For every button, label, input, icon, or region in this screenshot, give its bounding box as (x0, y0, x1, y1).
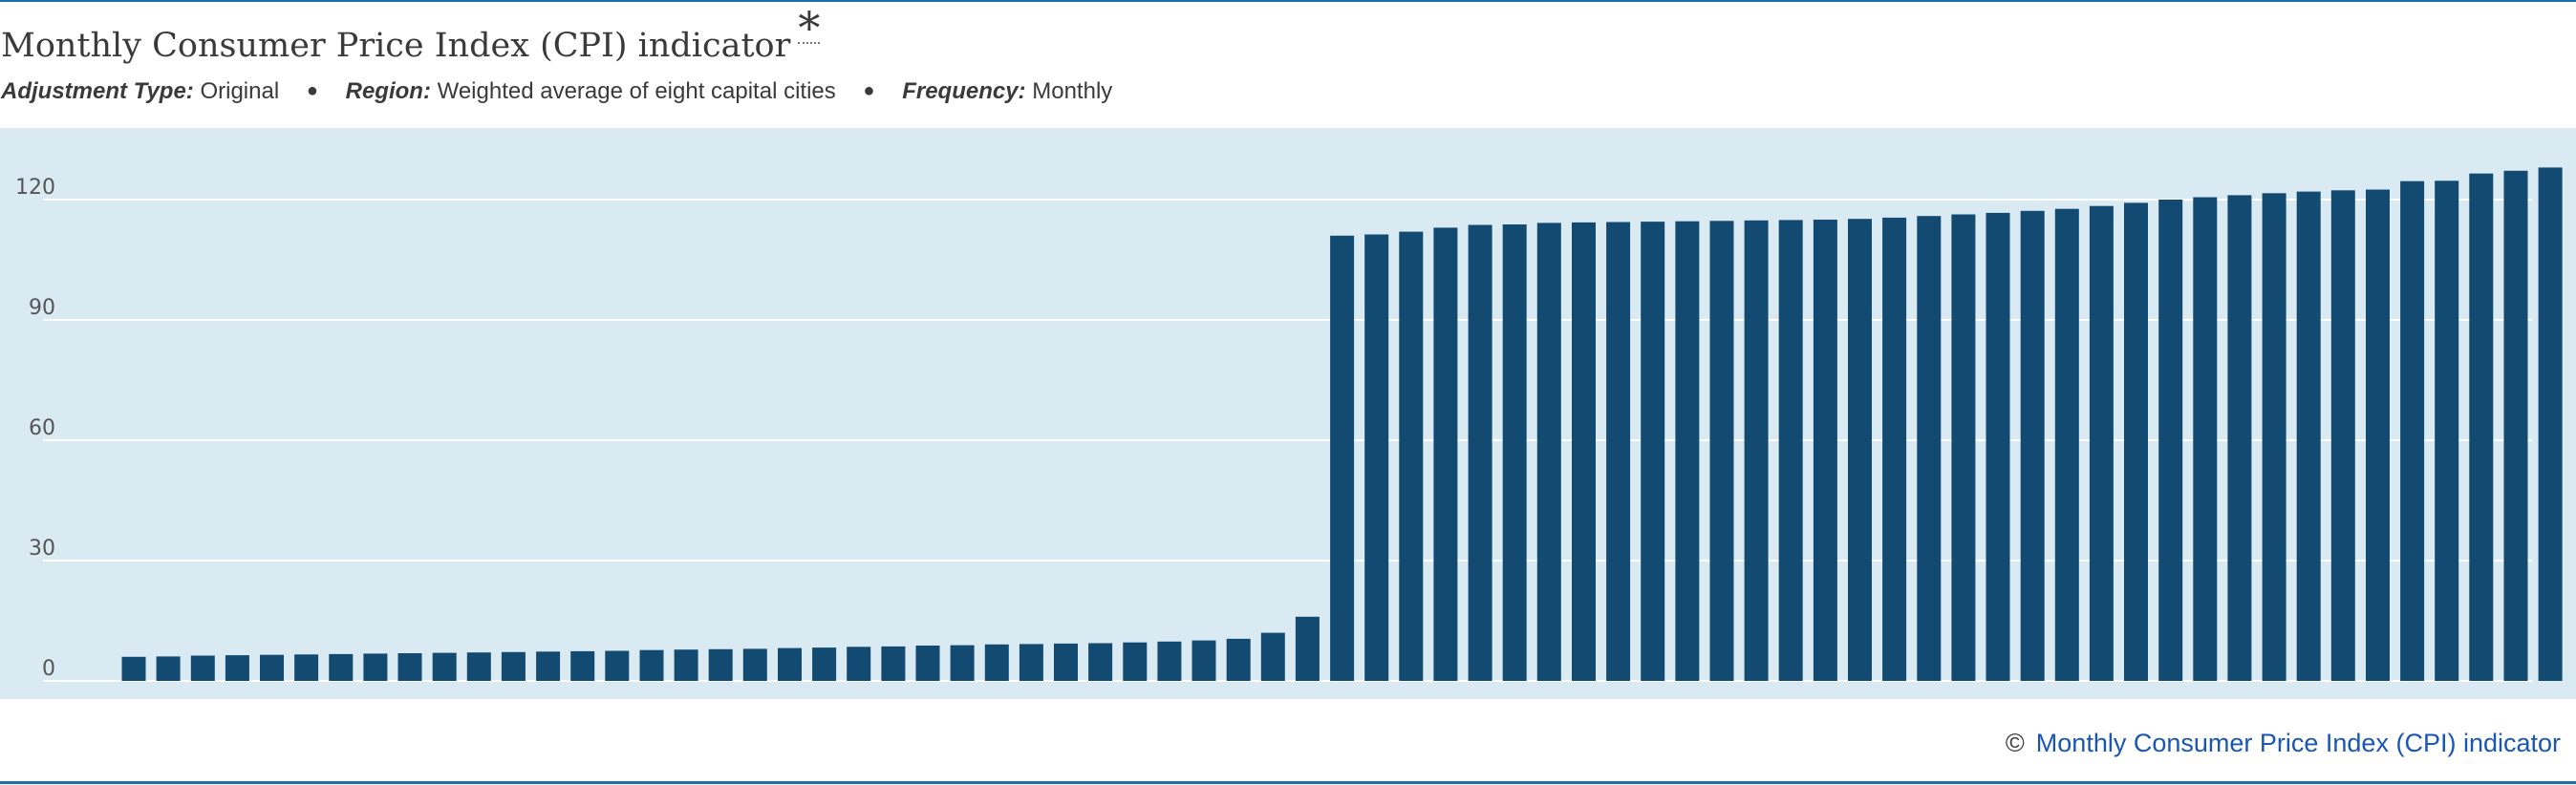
bar[interactable] (2469, 173, 2494, 681)
bar[interactable] (2124, 202, 2148, 681)
bar[interactable] (1641, 222, 1665, 681)
region-label: Region: (345, 78, 431, 104)
top-accent-rule (0, 0, 2576, 2)
bar[interactable] (1019, 644, 1043, 681)
bar[interactable] (1744, 220, 1769, 682)
bar[interactable] (2227, 195, 2252, 681)
bar[interactable] (2538, 167, 2563, 681)
bar[interactable] (708, 648, 733, 681)
bar[interactable] (1054, 643, 1078, 681)
source-link[interactable]: Monthly Consumer Price Index (CPI) indic… (2035, 729, 2561, 757)
bar[interactable] (536, 651, 561, 681)
adjustment-type-label: Adjustment Type: (1, 78, 194, 104)
bar[interactable] (1606, 222, 1631, 682)
copyright-symbol: © (2005, 729, 2025, 757)
y-axis-ticks: 0 30 60 90 120 (15, 176, 55, 681)
bar[interactable] (1709, 221, 1734, 682)
bar[interactable] (294, 654, 319, 681)
bar[interactable] (2089, 205, 2114, 681)
bar[interactable] (1882, 217, 1907, 681)
bar[interactable] (1917, 216, 1942, 681)
y-tick-label: 120 (15, 176, 55, 200)
bar[interactable] (778, 647, 802, 681)
chart-metadata: Adjustment Type: Original ● Region: Weig… (1, 75, 1112, 109)
bar[interactable] (881, 646, 906, 681)
bar[interactable] (605, 650, 630, 682)
bar[interactable] (1226, 638, 1251, 681)
bar[interactable] (1468, 224, 1492, 682)
bar[interactable] (570, 650, 595, 681)
bar[interactable] (1088, 643, 1113, 682)
bar[interactable] (1157, 641, 1182, 681)
footnote-asterisk[interactable]: * (798, 2, 821, 53)
y-tick-label: 30 (29, 537, 55, 561)
bar[interactable] (397, 653, 422, 681)
bar[interactable] (2193, 197, 2218, 682)
title-text: Monthly Consumer Price Index (CPI) indic… (1, 27, 791, 65)
separator-dot: ● (863, 80, 875, 101)
bar[interactable] (2262, 193, 2286, 682)
bar-series (121, 167, 2563, 682)
bar[interactable] (121, 656, 146, 681)
region-value: Weighted average of eight capital cities (437, 78, 836, 104)
y-tick-label: 60 (29, 416, 55, 440)
bar[interactable] (2435, 180, 2459, 682)
bar[interactable] (1330, 235, 1355, 682)
bar[interactable] (2054, 208, 2079, 681)
bar[interactable] (329, 653, 354, 681)
bar[interactable] (1536, 223, 1561, 681)
bar[interactable] (432, 652, 457, 681)
bottom-accent-rule (0, 781, 2576, 784)
bar[interactable] (1951, 214, 1976, 682)
bar[interactable] (812, 647, 837, 681)
bar[interactable] (1191, 640, 1216, 681)
bar[interactable] (950, 645, 975, 681)
bar[interactable] (1433, 227, 1458, 681)
bar[interactable] (225, 655, 249, 681)
adjustment-type-value: Original (200, 78, 280, 104)
bar[interactable] (190, 655, 215, 682)
bar[interactable] (2503, 170, 2528, 682)
bar[interactable] (1778, 220, 1803, 681)
y-tick-label: 90 (29, 296, 55, 320)
bar[interactable] (2400, 180, 2425, 681)
page-title: Monthly Consumer Price Index (CPI) indic… (1, 6, 821, 71)
bar[interactable] (1123, 642, 1148, 681)
frequency-label: Frequency: (902, 78, 1026, 104)
bar[interactable] (260, 654, 284, 681)
bar[interactable] (1675, 221, 1700, 681)
bar[interactable] (2366, 189, 2390, 682)
bar[interactable] (2296, 191, 2321, 682)
bar[interactable] (2330, 190, 2355, 682)
bar[interactable] (1572, 222, 1596, 681)
bar[interactable] (1364, 234, 1389, 682)
footer-credit: © Monthly Consumer Price Index (CPI) indi… (2006, 724, 2561, 762)
bar[interactable] (1502, 224, 1527, 681)
bar[interactable] (847, 647, 871, 681)
bar[interactable] (1848, 219, 1872, 681)
frequency-value: Monthly (1032, 78, 1113, 104)
bar[interactable] (1986, 212, 2010, 681)
bar[interactable] (363, 653, 388, 681)
bar[interactable] (2020, 210, 2045, 682)
bar[interactable] (984, 644, 1009, 681)
bar[interactable] (1399, 231, 1424, 681)
separator-dot: ● (306, 80, 318, 101)
bar[interactable] (156, 656, 181, 681)
bar[interactable] (742, 648, 767, 681)
bar[interactable] (674, 649, 698, 681)
y-tick-label: 0 (42, 657, 55, 681)
bar[interactable] (1813, 220, 1837, 681)
gridlines (43, 199, 2532, 682)
bar[interactable] (1260, 632, 1285, 681)
bar[interactable] (1295, 616, 1320, 681)
bar[interactable] (466, 652, 491, 681)
bar[interactable] (639, 649, 664, 681)
bar[interactable] (501, 651, 526, 681)
bar[interactable] (2158, 200, 2183, 681)
bar[interactable] (915, 646, 940, 681)
